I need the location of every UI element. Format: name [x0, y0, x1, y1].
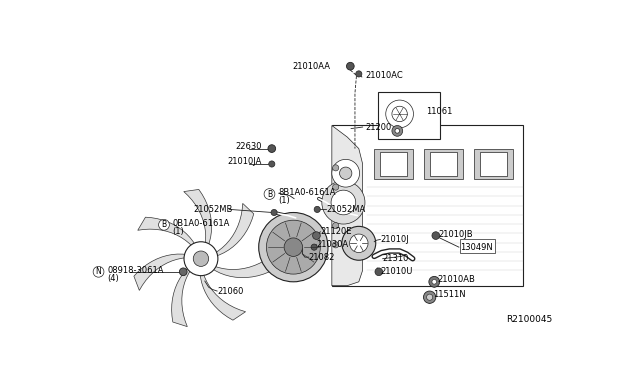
Text: 21010AB: 21010AB	[437, 275, 476, 284]
Text: B: B	[267, 189, 272, 199]
Circle shape	[322, 181, 365, 224]
Polygon shape	[184, 189, 212, 247]
Text: (1): (1)	[172, 227, 184, 236]
Text: 13049N: 13049N	[460, 243, 493, 251]
Circle shape	[331, 190, 356, 215]
Circle shape	[93, 266, 104, 277]
Text: 22630: 22630	[236, 142, 262, 151]
Circle shape	[340, 167, 352, 179]
Bar	[431, 153, 456, 176]
Circle shape	[314, 206, 320, 212]
Circle shape	[266, 220, 320, 274]
Text: 21120E: 21120E	[320, 227, 352, 236]
Circle shape	[268, 145, 276, 153]
Bar	[380, 153, 406, 176]
Bar	[424, 148, 463, 179]
Circle shape	[333, 165, 339, 171]
Text: 21010U: 21010U	[380, 267, 413, 276]
Circle shape	[264, 189, 275, 199]
Text: 21052MB: 21052MB	[193, 205, 232, 214]
Text: 21010AA: 21010AA	[292, 62, 330, 71]
Bar	[332, 125, 523, 286]
Text: 0B1A0-6161A: 0B1A0-6161A	[172, 219, 230, 228]
Polygon shape	[211, 257, 270, 278]
Circle shape	[333, 242, 339, 248]
Text: 21200: 21200	[365, 122, 391, 132]
Text: (1): (1)	[279, 196, 291, 205]
Circle shape	[193, 251, 209, 266]
Bar	[374, 148, 413, 179]
Polygon shape	[138, 217, 196, 247]
Text: 21082: 21082	[308, 253, 335, 262]
Circle shape	[392, 125, 403, 136]
Bar	[460, 239, 495, 253]
Circle shape	[269, 161, 275, 167]
Circle shape	[432, 232, 440, 240]
Polygon shape	[214, 203, 254, 257]
Polygon shape	[172, 267, 191, 327]
Text: (4): (4)	[107, 274, 119, 283]
Circle shape	[392, 106, 407, 122]
Circle shape	[349, 234, 368, 253]
Circle shape	[395, 129, 399, 133]
Circle shape	[375, 268, 383, 276]
Bar	[481, 153, 507, 176]
Circle shape	[284, 238, 303, 256]
Circle shape	[432, 279, 436, 284]
Circle shape	[424, 291, 436, 303]
Text: 08918-3061A: 08918-3061A	[107, 266, 163, 275]
Circle shape	[259, 212, 328, 282]
Circle shape	[429, 276, 440, 287]
Text: 21010AC: 21010AC	[365, 71, 403, 80]
Text: 11511N: 11511N	[433, 291, 465, 299]
Circle shape	[386, 100, 413, 128]
Text: N: N	[95, 267, 101, 276]
Circle shape	[184, 242, 218, 276]
Text: 21030A: 21030A	[316, 240, 349, 249]
Polygon shape	[134, 254, 188, 291]
Circle shape	[333, 222, 339, 229]
Text: R2100045: R2100045	[507, 315, 553, 324]
Circle shape	[333, 184, 339, 190]
Circle shape	[346, 62, 354, 70]
Polygon shape	[200, 272, 246, 320]
Text: 8B1A0-6161A: 8B1A0-6161A	[279, 188, 336, 197]
Circle shape	[179, 268, 187, 276]
Circle shape	[356, 71, 362, 77]
Text: 21010JB: 21010JB	[439, 230, 474, 238]
Text: 21010J: 21010J	[380, 235, 409, 244]
Text: 11061: 11061	[427, 107, 453, 116]
Bar	[474, 148, 513, 179]
Ellipse shape	[284, 233, 310, 256]
Circle shape	[312, 232, 320, 240]
Circle shape	[342, 226, 376, 260]
Text: 21010JA: 21010JA	[227, 157, 262, 166]
Bar	[378, 92, 440, 139]
Text: 21052MA: 21052MA	[326, 205, 365, 214]
Circle shape	[332, 159, 360, 187]
Text: 21060: 21060	[217, 286, 243, 295]
Circle shape	[311, 244, 317, 250]
Circle shape	[271, 209, 277, 216]
Polygon shape	[332, 125, 363, 286]
Circle shape	[159, 219, 170, 230]
Circle shape	[427, 294, 433, 300]
Text: 21310: 21310	[383, 254, 409, 263]
Text: B: B	[161, 220, 166, 229]
